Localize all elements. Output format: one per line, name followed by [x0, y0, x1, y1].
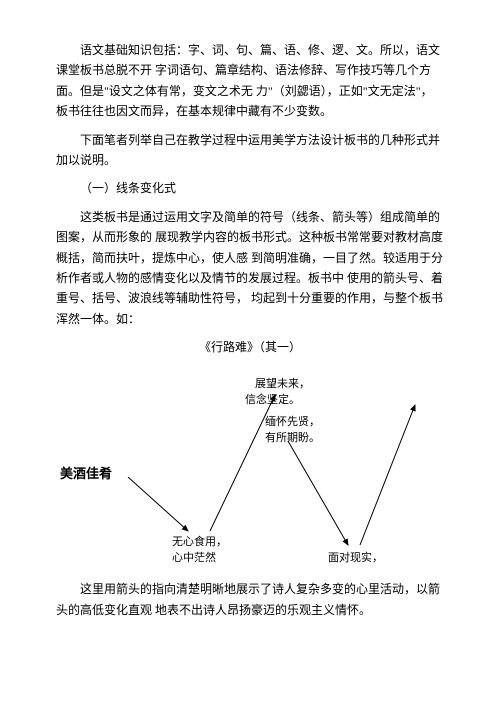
label-left-bold: 美酒佳肴	[60, 465, 112, 483]
label-mid-line2: 有所期盼。	[265, 431, 320, 446]
label-peak1-line1: 展望未来，	[255, 377, 310, 392]
diagram-title: 《行路难》（其一）	[56, 337, 444, 357]
diagram: 美酒佳肴 展望未来， 信念坚定。 缅怀先贤， 有所期盼。 无心食用， 心中茫然 …	[60, 365, 440, 575]
paragraph-1: 语文基础知识包括：字、词、句、篇、语、修、逻、文。所以，语文课堂板书总脱不开 字…	[56, 40, 444, 122]
label-bottom2: 面对现实，	[328, 551, 383, 566]
label-peak1-line2: 信念坚定。	[245, 393, 300, 408]
paragraph-2: 下面笔者列举自己在教学过程中运用美学方法设计板书的几种形式并加以说明。	[56, 130, 444, 171]
label-mid-line1: 缅怀先贤，	[265, 415, 320, 430]
label-bottom1-line1: 无心食用，	[172, 535, 227, 550]
paragraph-4: 这类板书是通过运用文字及简单的符号（线条、箭头等）组成简单的图案，从而形象的 展…	[56, 207, 444, 329]
paragraph-3-heading: （一）线条变化式	[56, 178, 444, 198]
paragraph-5: 这里用箭头的指向清楚明晰地展示了诗人复杂多变的心里活动，以箭头的高低变化直观 地…	[56, 579, 444, 620]
page: 语文基础知识包括：字、词、句、篇、语、修、逻、文。所以，语文课堂板书总脱不开 字…	[0, 0, 500, 668]
label-bottom1-line2: 心中茫然	[172, 551, 216, 566]
